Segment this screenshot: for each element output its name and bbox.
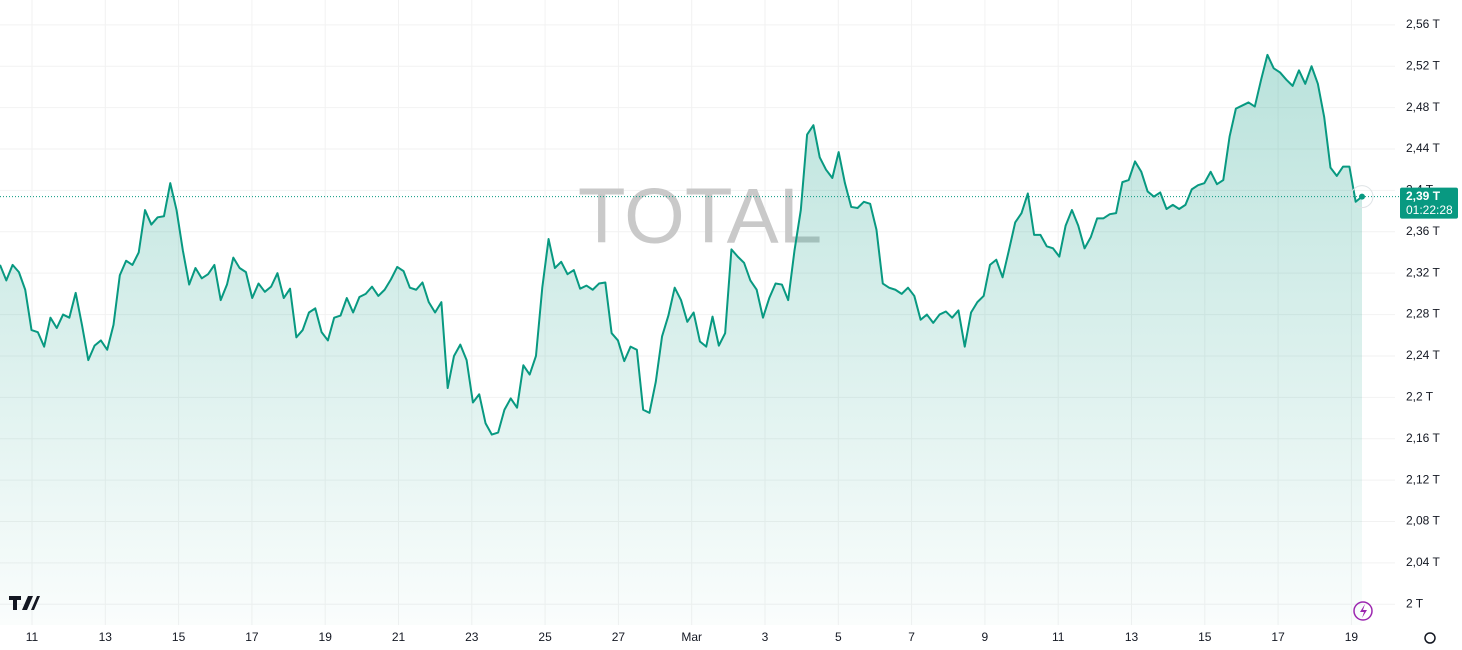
x-tick-label: 27 — [612, 630, 626, 644]
x-tick-label: 7 — [908, 630, 915, 644]
x-tick-label: 17 — [1271, 630, 1285, 644]
alert-icon[interactable] — [1353, 601, 1373, 621]
y-tick-label: 2,32 T — [1406, 265, 1440, 279]
y-tick-label: 2,16 T — [1406, 431, 1440, 445]
alert-bolt — [1360, 604, 1367, 618]
x-tick-label: 15 — [172, 630, 186, 644]
x-tick-label: 19 — [319, 630, 333, 644]
price-label-box — [1400, 187, 1458, 219]
x-tick-label: 21 — [392, 630, 406, 644]
tv-logo[interactable] — [9, 596, 40, 610]
area-fill — [0, 54, 1362, 625]
y-tick-label: 2,12 T — [1406, 472, 1440, 486]
y-tick-label: 2,56 T — [1406, 17, 1440, 31]
x-tick-label: 5 — [835, 630, 842, 644]
x-tick-label: 11 — [1052, 630, 1065, 644]
x-tick-label: 17 — [245, 630, 259, 644]
last-point — [1359, 193, 1365, 200]
x-tick-label: 13 — [1125, 630, 1139, 644]
x-tick-label: 13 — [99, 630, 113, 644]
y-tick-label: 2,04 T — [1406, 555, 1440, 569]
countdown: 01:22:28 — [1406, 203, 1453, 217]
watermark: TOTAL — [578, 172, 822, 260]
x-tick-label: 25 — [538, 630, 552, 644]
y-tick-label: 2,28 T — [1406, 307, 1440, 321]
x-tick-label: Mar — [681, 630, 702, 644]
y-tick-label: 2,48 T — [1406, 100, 1440, 114]
y-tick-label: 2,2 T — [1406, 390, 1434, 404]
y-tick-label: 2 T — [1406, 596, 1424, 610]
price-line — [0, 53, 1363, 436]
y-tick-label: 2,08 T — [1406, 514, 1440, 528]
settings-icon[interactable] — [1424, 632, 1436, 644]
x-tick-label: 11 — [26, 630, 39, 644]
x-tick-label: 19 — [1345, 630, 1359, 644]
y-tick-label: 2,44 T — [1406, 141, 1440, 155]
price-label: 2,39 T — [1406, 189, 1441, 203]
x-tick-label: 23 — [465, 630, 479, 644]
x-tick-label: 3 — [762, 630, 769, 644]
y-tick-label: 2,52 T — [1406, 58, 1440, 72]
x-tick-label: 9 — [982, 630, 989, 644]
x-tick-label: 15 — [1198, 630, 1212, 644]
last-point-halo — [1350, 185, 1374, 209]
y-tick-label: 2,24 T — [1406, 348, 1440, 362]
y-tick-label: 2,36 T — [1406, 224, 1440, 238]
